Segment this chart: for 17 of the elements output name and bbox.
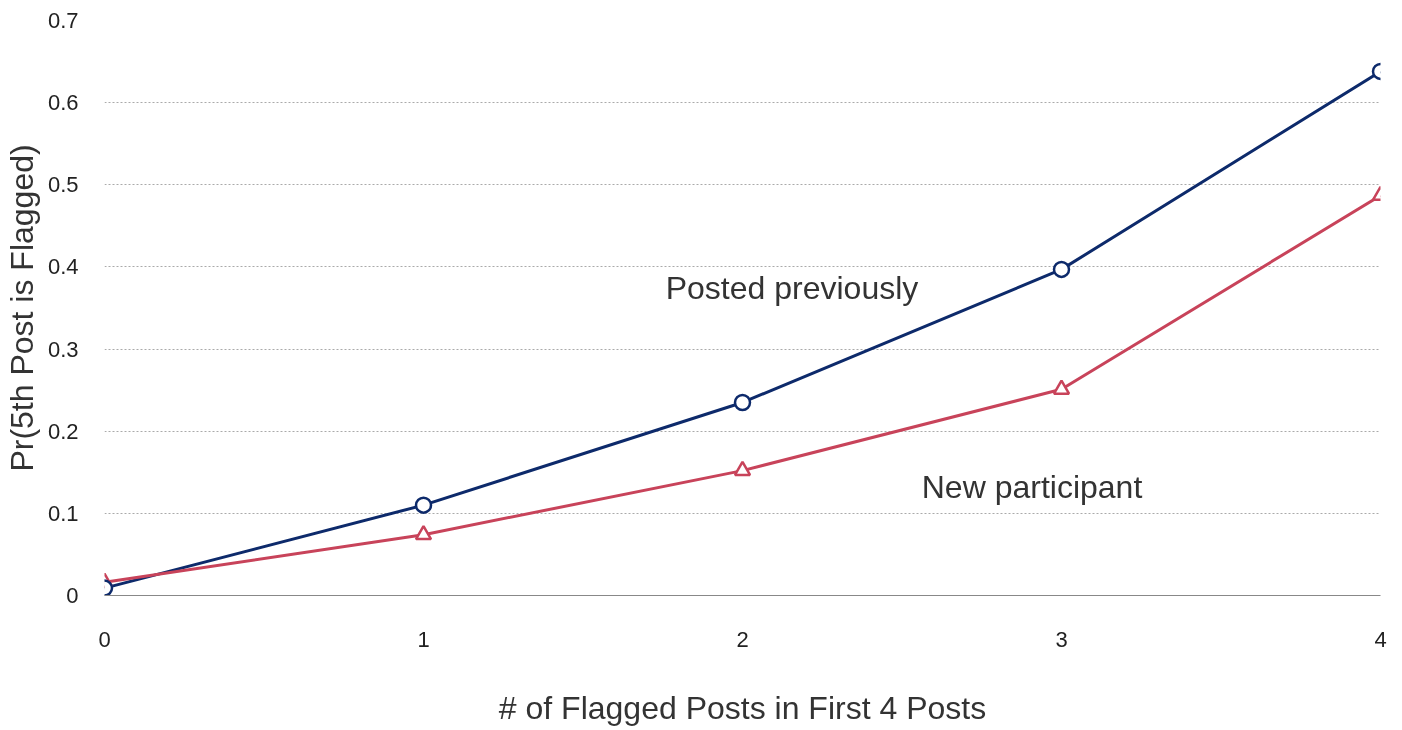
x-tick-label: 3 <box>1055 626 1068 652</box>
y-tick-label: 0.4 <box>47 254 79 280</box>
x-tick-label: 4 <box>1374 626 1387 652</box>
x-tick-label: 1 <box>417 626 430 652</box>
y-tick-label: 0 <box>66 583 79 608</box>
y-tick-label: 0.3 <box>47 336 79 362</box>
y-tick-label: 0.1 <box>47 500 79 526</box>
series-label: Posted previously <box>665 269 919 306</box>
y-tick-label: 0.7 <box>47 8 79 33</box>
x-tick-label: 2 <box>736 626 749 652</box>
x-axis-title: # of Flagged Posts in First 4 Posts <box>498 689 987 726</box>
x-tick-label: 0 <box>98 626 111 652</box>
y-tick-label: 0.6 <box>47 90 79 116</box>
y-tick-label: 0.5 <box>47 172 79 198</box>
y-tick-label: 0.2 <box>47 418 79 444</box>
y-axis-title: Pr(5th Post is Flagged) <box>3 144 40 472</box>
series-label: New participant <box>921 468 1143 505</box>
